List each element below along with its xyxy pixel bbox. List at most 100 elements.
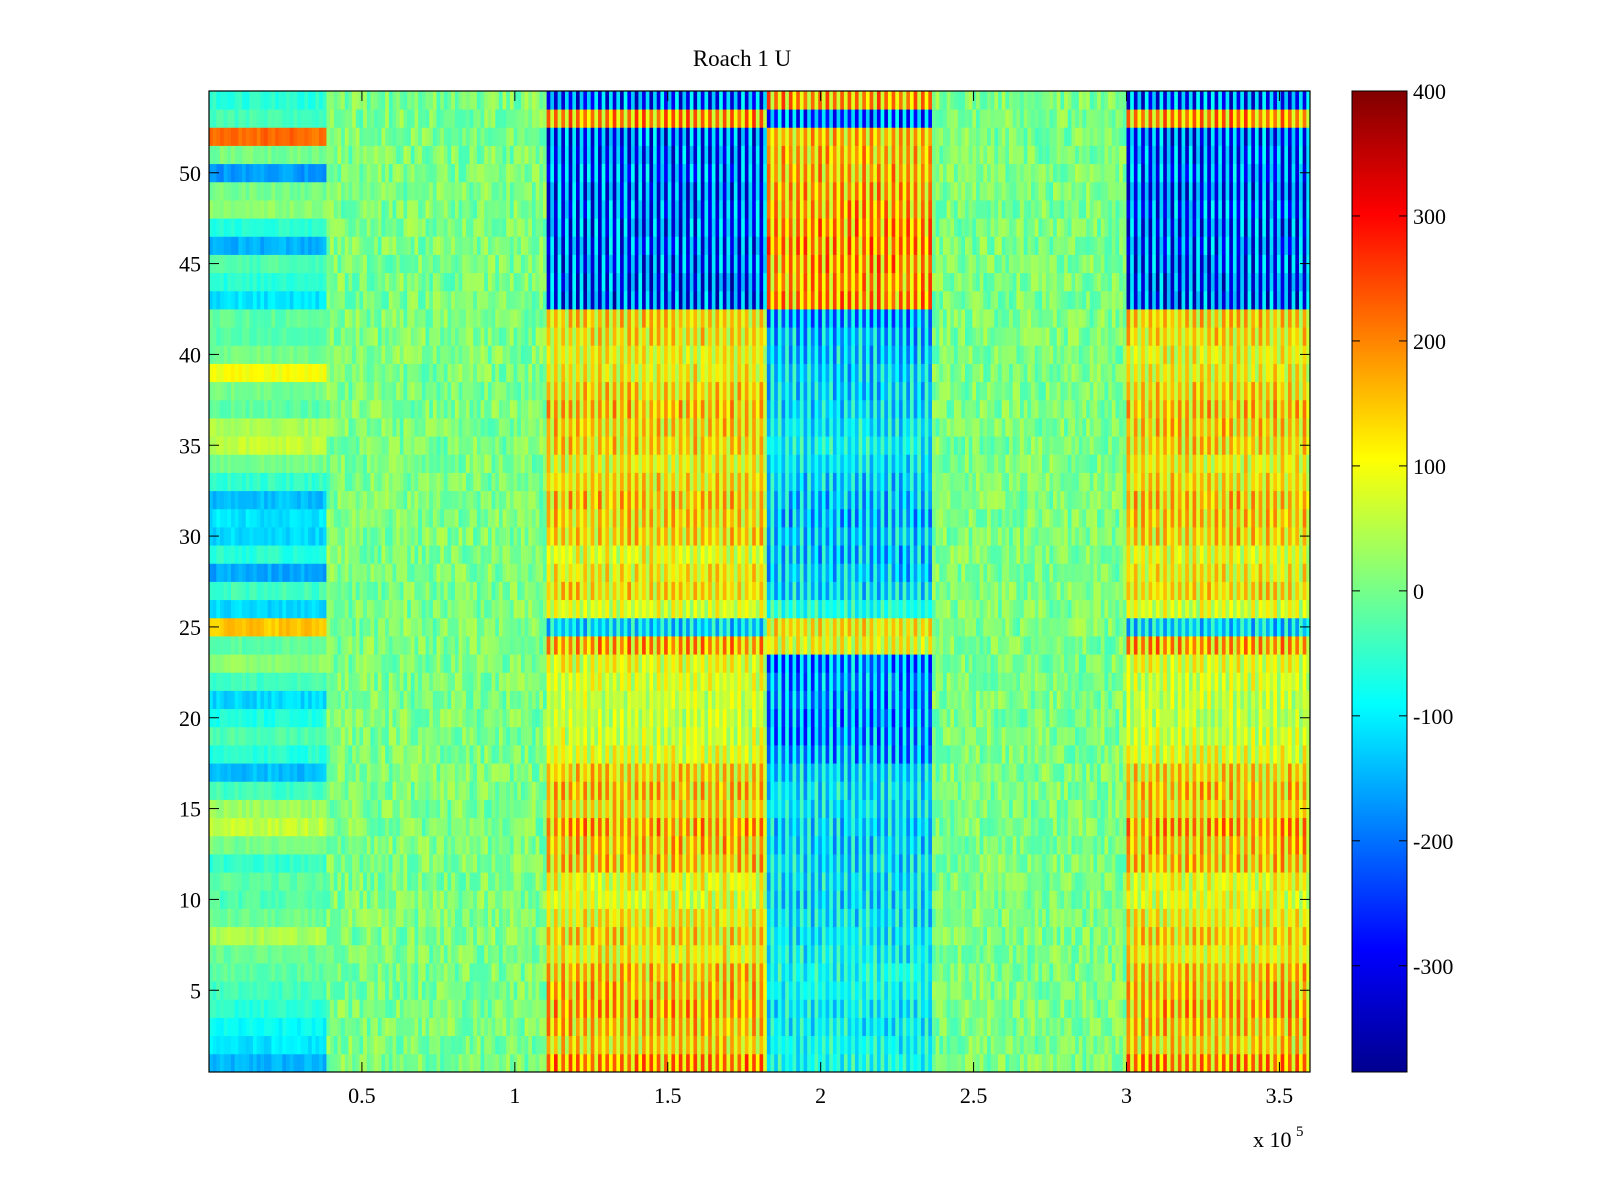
heatmap-cell — [774, 799, 779, 819]
heatmap-cell — [667, 872, 672, 891]
heatmap-cell — [748, 781, 753, 800]
heatmap-cell — [1214, 944, 1219, 964]
heatmap-cell — [443, 854, 448, 873]
heatmap-cell — [1108, 835, 1113, 855]
heatmap-cell — [319, 890, 324, 909]
heatmap-cell — [1243, 1053, 1249, 1073]
heatmap-cell — [777, 890, 782, 909]
heatmap-cell — [242, 799, 247, 819]
heatmap-cell — [520, 926, 526, 946]
heatmap-cell — [972, 944, 977, 964]
heatmap-cell — [436, 890, 441, 909]
heatmap-cell — [1141, 963, 1146, 982]
heatmap-cell — [293, 781, 298, 800]
heatmap-cell — [348, 817, 353, 837]
heatmap-cell — [1093, 981, 1098, 1000]
heatmap-cell — [282, 799, 287, 819]
heatmap-cell — [341, 1017, 346, 1037]
heatmap-cell — [469, 1035, 474, 1055]
heatmap-cell — [1078, 944, 1083, 964]
heatmap-cell — [370, 999, 375, 1018]
heatmap-cell — [289, 854, 294, 873]
heatmap-cell — [524, 872, 529, 891]
heatmap-cell — [832, 781, 837, 800]
heatmap-cell — [1148, 781, 1153, 800]
heatmap-cell — [1196, 908, 1201, 928]
heatmap-cell — [631, 981, 636, 1000]
heatmap-cell — [825, 926, 830, 946]
heatmap-cell — [289, 835, 294, 855]
heatmap-cell — [612, 963, 617, 982]
heatmap-cell — [447, 835, 452, 855]
heatmap-cell — [987, 1017, 992, 1037]
heatmap-cell — [627, 926, 632, 946]
heatmap-cell — [943, 1053, 948, 1073]
heatmap-cell — [539, 1053, 544, 1073]
heatmap-cell — [293, 872, 298, 891]
heatmap-cell — [564, 908, 570, 928]
heatmap-cell — [473, 999, 478, 1018]
heatmap-cell — [976, 1053, 981, 1073]
heatmap-cell — [1262, 890, 1267, 909]
heatmap-cell — [950, 963, 955, 982]
heatmap-cell — [359, 944, 364, 964]
heatmap-cell — [1199, 890, 1204, 909]
heatmap-cell — [730, 890, 735, 909]
heatmap-cell — [1163, 781, 1168, 800]
heatmap-cell — [656, 981, 661, 1000]
heatmap-cell — [1265, 799, 1271, 819]
heatmap-cell — [594, 854, 599, 873]
heatmap-cell — [605, 1053, 610, 1073]
heatmap-cell — [1078, 817, 1083, 837]
heatmap-cell — [829, 963, 834, 982]
heatmap-cell — [730, 999, 735, 1018]
heatmap-cell — [410, 1053, 415, 1073]
heatmap-cell — [1166, 1017, 1171, 1037]
heatmap-cell — [1265, 908, 1271, 928]
heatmap-cell — [1306, 1017, 1311, 1037]
heatmap-cell — [954, 999, 959, 1018]
heatmap-cell — [1203, 999, 1208, 1018]
heatmap-cell — [473, 781, 478, 800]
heatmap-cell — [326, 981, 331, 1000]
heatmap-cell — [209, 1035, 214, 1055]
heatmap-cell — [946, 981, 951, 1000]
heatmap-cell — [561, 999, 566, 1018]
heatmap-cell — [722, 854, 727, 873]
heatmap-cell — [260, 999, 265, 1018]
heatmap-cell — [462, 981, 467, 1000]
heatmap-cell — [264, 817, 269, 837]
heatmap-cell — [891, 799, 896, 819]
heatmap-cell — [873, 854, 878, 873]
heatmap-cell — [1104, 944, 1109, 964]
heatmap-cell — [972, 799, 977, 819]
heatmap-cell — [891, 1035, 896, 1055]
heatmap-cell — [322, 799, 327, 819]
heatmap-cell — [667, 854, 672, 873]
heatmap-cell — [289, 781, 294, 800]
heatmap-cell — [638, 1053, 643, 1073]
heatmap-cell — [810, 944, 815, 964]
heatmap-cell — [1119, 872, 1124, 891]
heatmap-cell — [1144, 854, 1149, 873]
heatmap-cell — [487, 854, 492, 873]
heatmap-cell — [1159, 981, 1164, 1000]
heatmap-cell — [671, 781, 676, 800]
heatmap-cell — [1214, 926, 1219, 946]
heatmap-cell — [392, 963, 397, 982]
heatmap-cell — [660, 926, 665, 946]
heatmap-cell — [623, 872, 628, 891]
heatmap-cell — [443, 908, 448, 928]
heatmap-cell — [561, 944, 566, 964]
heatmap-cell — [792, 908, 797, 928]
heatmap-cell — [311, 854, 316, 873]
heatmap-cell — [609, 926, 614, 946]
heatmap-cell — [957, 781, 962, 800]
heatmap-cell — [300, 999, 305, 1018]
heatmap-cell — [979, 999, 984, 1018]
heatmap-cell — [1141, 854, 1146, 873]
heatmap-cell — [744, 908, 749, 928]
heatmap-cell — [755, 944, 760, 964]
heatmap-cell — [370, 835, 375, 855]
heatmap-cell — [579, 854, 584, 873]
